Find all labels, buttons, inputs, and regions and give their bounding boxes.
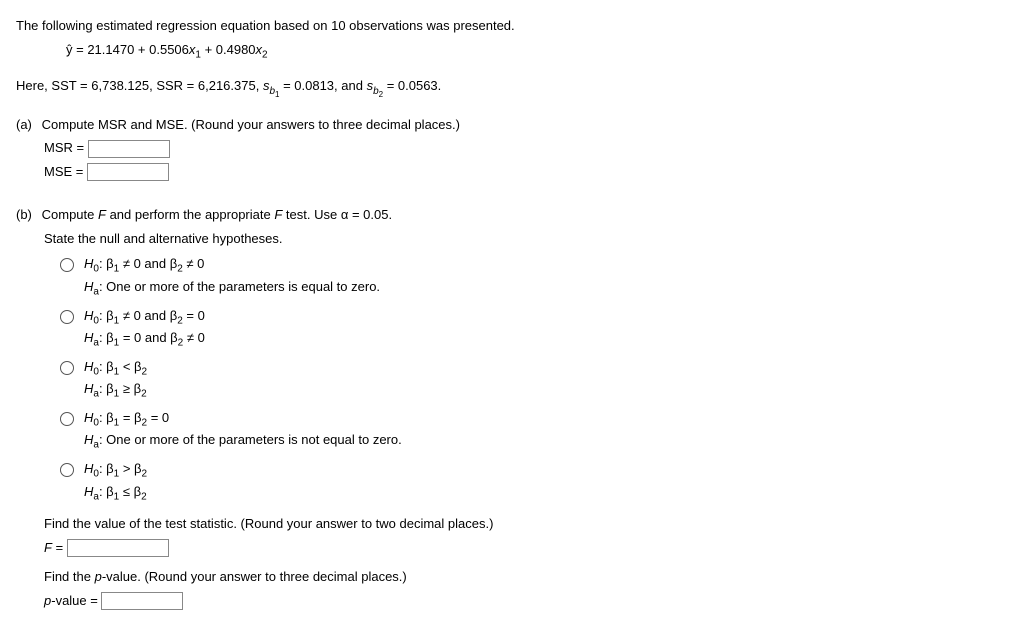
msr-row: MSR = [44,138,1008,158]
f-row: F = [44,538,1008,558]
find-pvalue-text1: Find the [44,569,95,584]
pvalue-input[interactable] [101,592,183,610]
here-text-1: Here, SST = 6,738.125, SSR = 6,216.375, [16,78,263,93]
option-2-text: H0: β1 ≠ 0 and β2 = 0 Ha: β1 = 0 and β2 … [84,306,1008,351]
option-1-text: H0: β1 ≠ 0 and β2 ≠ 0 Ha: One or more of… [84,254,1008,299]
option-3-text: H0: β1 < β2 Ha: β1 ≥ β2 [84,357,1008,402]
part-b-label: (b) [16,205,38,225]
radio-option-2[interactable] [60,310,74,324]
part-a-row: (a) Compute MSR and MSE. (Round your ans… [16,115,1008,135]
mse-label: MSE = [44,164,83,179]
part-b-F1: F [98,207,106,222]
f-label: F = [44,540,67,555]
radio-option-3[interactable] [60,361,74,375]
sb1-sub: b1 [269,86,279,97]
intro-text: The following estimated regression equat… [16,16,1008,36]
state-hypotheses: State the null and alternative hypothese… [44,229,1008,249]
radio-option-5[interactable] [60,463,74,477]
radio-option-4[interactable] [60,412,74,426]
hypothesis-option-5: H0: β1 > β2 Ha: β1 ≤ β2 [60,459,1008,504]
part-a-text: Compute MSR and MSE. (Round your answers… [42,117,460,132]
f-input[interactable] [67,539,169,557]
regression-equation: ŷ = 21.1470 + 0.5506x1 + 0.4980x2 [66,40,1008,63]
msr-input[interactable] [88,140,170,158]
eq-prefix: ŷ = 21.1470 + 0.5506 [66,42,189,57]
msr-label: MSR = [44,140,84,155]
pvalue-italic: p [95,569,102,584]
hypothesis-option-3: H0: β1 < β2 Ha: β1 ≥ β2 [60,357,1008,402]
here-text-3: = 0.0563. [383,78,441,93]
find-test-stat: Find the value of the test statistic. (R… [44,514,1008,534]
mse-row: MSE = [44,162,1008,182]
hypothesis-option-2: H0: β1 ≠ 0 and β2 = 0 Ha: β1 = 0 and β2 … [60,306,1008,351]
hypothesis-option-4: H0: β1 = β2 = 0 Ha: One or more of the p… [60,408,1008,453]
part-b-text3: test. Use α = 0.05. [282,207,392,222]
pvalue-label-i: p [44,593,51,608]
pvalue-row: p-value = [44,591,1008,611]
here-line: Here, SST = 6,738.125, SSR = 6,216.375, … [16,76,1008,101]
sb2-sub: b2 [373,86,383,97]
part-b-text1: Compute [42,207,98,222]
option-5-text: H0: β1 > β2 Ha: β1 ≤ β2 [84,459,1008,504]
x2-sub: 2 [262,49,268,60]
find-pvalue-text2: -value. (Round your answer to three deci… [102,569,407,584]
hypothesis-option-1: H0: β1 ≠ 0 and β2 ≠ 0 Ha: One or more of… [60,254,1008,299]
part-b-row: (b) Compute F and perform the appropriat… [16,205,1008,225]
eq-mid: + 0.4980 [201,42,256,57]
here-text-2: = 0.0813, and [279,78,366,93]
part-a-label: (a) [16,115,38,135]
radio-option-1[interactable] [60,258,74,272]
pvalue-label: -value = [51,593,101,608]
option-4-text: H0: β1 = β2 = 0 Ha: One or more of the p… [84,408,1008,453]
find-pvalue-line: Find the p-value. (Round your answer to … [44,567,1008,587]
mse-input[interactable] [87,163,169,181]
part-b-text2: and perform the appropriate [106,207,274,222]
